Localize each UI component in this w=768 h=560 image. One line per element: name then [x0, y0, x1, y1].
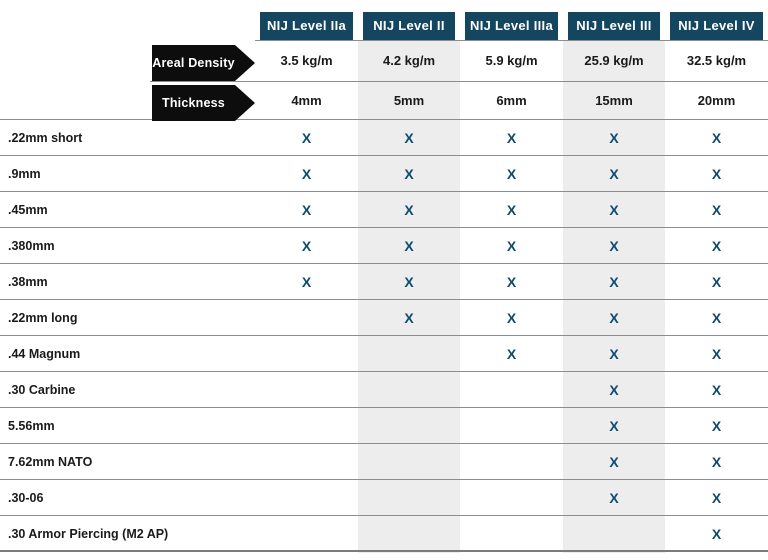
table-bottom-border: [0, 550, 768, 552]
thickness-value-nij-level-iia: 4mm: [291, 93, 322, 108]
x-mark-icon: X: [609, 274, 619, 290]
x-mark-icon: X: [711, 490, 722, 506]
x-mark-icon: X: [609, 202, 619, 218]
x-mark-icon: X: [506, 238, 517, 254]
thickness-arrow-text: Thickness: [162, 96, 225, 110]
table-row-22mm-long: .22mm long X X X X: [0, 300, 768, 336]
table-top-line: [0, 119, 768, 120]
caliber-label: .30 Carbine: [8, 383, 76, 397]
x-mark-icon: X: [711, 310, 722, 326]
table-row-30-armor-piercing-m2-ap: .30 Armor Piercing (M2 AP) X: [0, 516, 768, 552]
x-mark-icon: X: [404, 238, 414, 254]
x-mark-icon: X: [609, 454, 619, 470]
areal-thickness-divider-line: [150, 81, 768, 82]
column-header-nij-level-iia: NIJ Level IIa: [260, 12, 353, 40]
x-mark-icon: X: [609, 490, 619, 506]
x-mark-icon: X: [609, 418, 619, 434]
areal-density-arrow-text: Areal Density: [152, 56, 235, 70]
x-mark-icon: X: [711, 166, 722, 182]
column-header-nij-level-iii: NIJ Level III: [568, 12, 660, 40]
header-divider-line: [255, 40, 768, 41]
table-row-44-magnum: .44 Magnum X X X: [0, 336, 768, 372]
x-mark-icon: X: [301, 238, 312, 254]
areal-density-value-nij-level-iii: 25.9 kg/m: [584, 53, 644, 68]
shaded-column-band-nij-level-iii: [563, 40, 665, 553]
x-mark-icon: X: [301, 166, 312, 182]
x-mark-icon: X: [711, 202, 722, 218]
x-mark-icon: X: [506, 310, 517, 326]
x-mark-icon: X: [609, 166, 619, 182]
x-mark-icon: X: [404, 130, 414, 146]
x-mark-icon: X: [301, 274, 312, 290]
thickness-value-nij-level-iv: 20mm: [697, 93, 736, 108]
x-mark-icon: X: [609, 382, 619, 398]
caliber-label: .38mm: [8, 275, 48, 289]
table-row-22mm-short: .22mm short X X X X X: [0, 120, 768, 156]
thickness-arrow-label: Thickness: [152, 85, 255, 121]
column-header-nij-level-ii: NIJ Level II: [363, 12, 455, 40]
x-mark-icon: X: [711, 346, 722, 362]
column-header-nij-level-iv: NIJ Level IV: [670, 12, 763, 40]
x-mark-icon: X: [609, 130, 619, 146]
shaded-column-band-nij-level-ii: [358, 40, 460, 553]
caliber-label: .22mm long: [8, 311, 78, 325]
caliber-label: .9mm: [8, 167, 41, 181]
table-row-30-carbine: .30 Carbine X X: [0, 372, 768, 408]
caliber-label: 7.62mm NATO: [8, 455, 93, 469]
x-mark-icon: X: [711, 418, 722, 434]
x-mark-icon: X: [404, 166, 414, 182]
caliber-label: .45mm: [8, 203, 48, 217]
x-mark-icon: X: [609, 346, 619, 362]
caliber-label: .44 Magnum: [8, 347, 81, 361]
areal-density-value-nij-level-iia: 3.5 kg/m: [280, 53, 333, 68]
x-mark-icon: X: [301, 202, 312, 218]
x-mark-icon: X: [506, 346, 517, 362]
caliber-label: .22mm short: [8, 131, 83, 145]
table-row-30-06: .30-06 X X: [0, 480, 768, 516]
table-row-9mm: .9mm X X X X X: [0, 156, 768, 192]
x-mark-icon: X: [711, 382, 722, 398]
areal-density-value-nij-level-ii: 4.2 kg/m: [382, 53, 436, 68]
areal-density-arrow-label: Areal Density: [152, 45, 255, 81]
caliber-label: .30 Armor Piercing (M2 AP): [8, 527, 169, 541]
thickness-value-nij-level-ii: 5mm: [393, 93, 425, 108]
caliber-label: 5.56mm: [8, 419, 55, 433]
x-mark-icon: X: [711, 526, 722, 542]
thickness-value-nij-level-iii: 15mm: [595, 93, 633, 108]
table-row-7-62mm-nato: 7.62mm NATO X X: [0, 444, 768, 480]
areal-density-value-nij-level-iv: 32.5 kg/m: [686, 53, 747, 68]
table-row-380mm: .380mm X X X X X: [0, 228, 768, 264]
areal-density-value-nij-level-iiia: 5.9 kg/m: [485, 53, 538, 68]
column-header-nij-level-iiia: NIJ Level IIIa: [465, 12, 558, 40]
x-mark-icon: X: [404, 274, 414, 290]
table-row-5-56mm: 5.56mm X X: [0, 408, 768, 444]
x-mark-icon: X: [301, 130, 312, 146]
x-mark-icon: X: [506, 202, 517, 218]
x-mark-icon: X: [711, 274, 722, 290]
caliber-label: .380mm: [8, 239, 55, 253]
table-row-38mm: .38mm X X X X X: [0, 264, 768, 300]
x-mark-icon: X: [711, 238, 722, 254]
caliber-label: .30-06: [8, 491, 44, 505]
x-mark-icon: X: [609, 238, 619, 254]
x-mark-icon: X: [506, 166, 517, 182]
x-mark-icon: X: [506, 130, 517, 146]
x-mark-icon: X: [404, 310, 414, 326]
x-mark-icon: X: [404, 202, 414, 218]
thickness-value-nij-level-iiia: 6mm: [496, 93, 527, 108]
x-mark-icon: X: [609, 310, 619, 326]
x-mark-icon: X: [711, 454, 722, 470]
x-mark-icon: X: [506, 274, 517, 290]
x-mark-icon: X: [711, 130, 722, 146]
table-row-45mm: .45mm X X X X X: [0, 192, 768, 228]
